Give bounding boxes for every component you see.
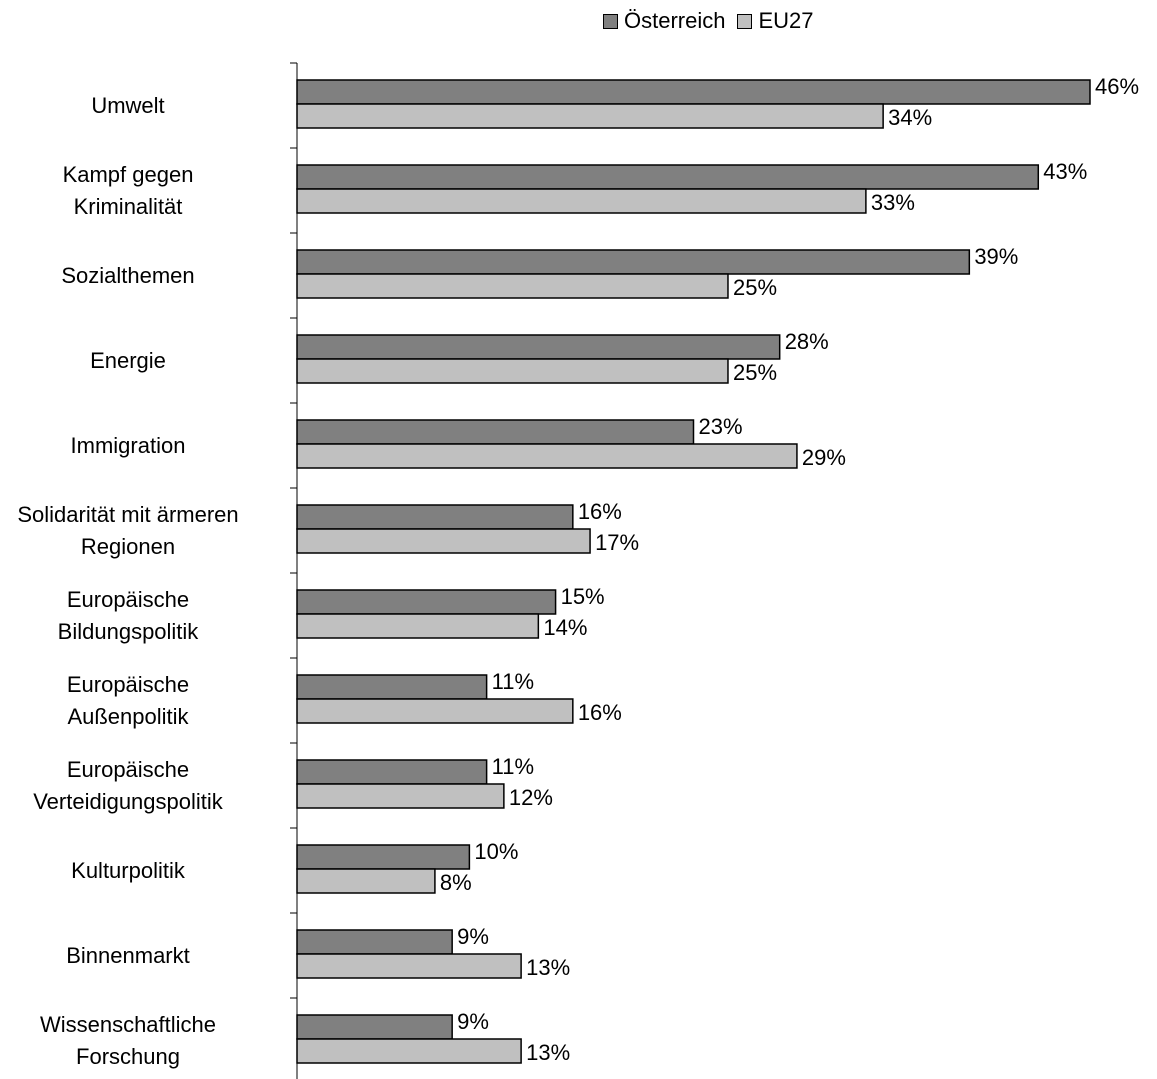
value-label: 9% bbox=[457, 924, 489, 949]
value-label: 15% bbox=[561, 584, 605, 609]
bar bbox=[296, 79, 1091, 105]
category-label: Solidarität mit ärmeren Regionen bbox=[17, 501, 239, 559]
value-label: 13% bbox=[526, 1040, 570, 1065]
bar bbox=[296, 783, 505, 809]
legend-swatch bbox=[603, 13, 618, 29]
value-label: 11% bbox=[492, 669, 534, 694]
value-label: 16% bbox=[578, 700, 622, 725]
value-label: 11% bbox=[492, 754, 534, 779]
value-label: 23% bbox=[699, 414, 743, 439]
bar bbox=[296, 249, 971, 275]
legend-label: Österreich bbox=[624, 8, 726, 33]
value-label: 39% bbox=[974, 244, 1018, 269]
value-label: 25% bbox=[733, 360, 777, 385]
value-label: 9% bbox=[457, 1009, 489, 1034]
value-label: 34% bbox=[888, 105, 932, 130]
bar bbox=[296, 504, 574, 530]
category-label: Europäische Verteidigungspolitik bbox=[33, 756, 223, 814]
value-label: 25% bbox=[733, 275, 777, 300]
bar bbox=[296, 589, 557, 615]
value-label: 17% bbox=[595, 530, 639, 555]
bar bbox=[296, 1014, 453, 1040]
bar bbox=[296, 844, 471, 870]
bar bbox=[296, 759, 488, 785]
bar bbox=[296, 358, 729, 384]
category-label: Kampf gegen Kriminalität bbox=[62, 161, 194, 219]
bar bbox=[296, 164, 1040, 190]
bar bbox=[296, 868, 436, 894]
legend: Österreich EU27 bbox=[603, 8, 826, 34]
category-label: Binnenmarkt bbox=[66, 942, 190, 968]
value-label: 10% bbox=[474, 839, 518, 864]
legend-item: Österreich bbox=[603, 8, 725, 34]
value-label: 43% bbox=[1043, 159, 1087, 184]
value-label: 33% bbox=[871, 190, 915, 215]
value-label: 14% bbox=[543, 615, 587, 640]
legend-item: EU27 bbox=[737, 8, 814, 34]
bar bbox=[296, 929, 453, 955]
legend-label: EU27 bbox=[758, 8, 814, 33]
value-label: 28% bbox=[785, 329, 829, 354]
bar bbox=[296, 953, 522, 979]
category-label: Umwelt bbox=[91, 92, 165, 118]
category-label: Kulturpolitik bbox=[71, 857, 185, 883]
category-label: Sozialthemen bbox=[61, 262, 195, 288]
value-label: 46% bbox=[1095, 74, 1139, 99]
legend-swatch bbox=[737, 13, 753, 29]
value-label: 16% bbox=[578, 499, 622, 524]
bar bbox=[296, 674, 488, 700]
bar bbox=[296, 698, 574, 724]
bar bbox=[296, 613, 540, 639]
value-label: 29% bbox=[802, 445, 846, 470]
category-label: Energie bbox=[90, 347, 166, 373]
category-label: Europäische Außenpolitik bbox=[66, 671, 190, 729]
bar bbox=[296, 103, 884, 129]
bar bbox=[296, 334, 781, 360]
value-label: 13% bbox=[526, 955, 570, 980]
value-label: 8% bbox=[440, 870, 472, 895]
category-label: Immigration bbox=[70, 432, 186, 458]
bar bbox=[296, 188, 867, 214]
bar bbox=[296, 1038, 522, 1064]
value-label: 12% bbox=[509, 785, 553, 810]
bar bbox=[296, 419, 695, 445]
bar bbox=[296, 273, 729, 299]
bar bbox=[296, 443, 798, 469]
category-label: Europäische Bildungspolitik bbox=[57, 586, 199, 644]
bar bbox=[296, 528, 591, 554]
category-label: Wissenschaftliche Forschung bbox=[39, 1011, 217, 1069]
